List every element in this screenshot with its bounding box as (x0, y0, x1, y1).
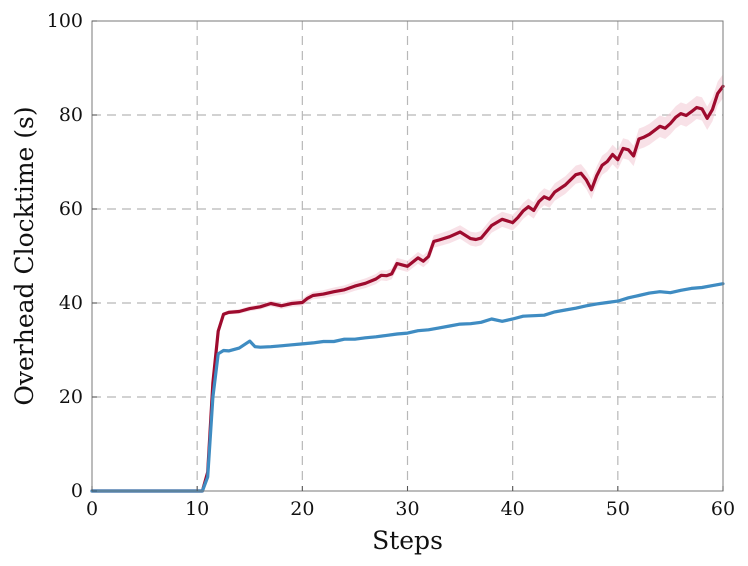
series-lines (90, 84, 725, 493)
x-tick-label: 40 (501, 498, 525, 520)
plot-background (92, 21, 723, 491)
y-axis-title: Overhead Clocktime (s) (10, 106, 39, 405)
confidence-bands (92, 74, 723, 492)
y-tick-label: 80 (59, 104, 83, 126)
x-tick-label: 10 (185, 498, 209, 520)
series-line (90, 84, 725, 493)
y-tick-label: 0 (71, 480, 83, 502)
y-tick-label: 40 (59, 292, 83, 314)
y-tick-label: 100 (47, 10, 83, 32)
y-tick-label: 60 (59, 198, 83, 220)
x-tick-label: 60 (711, 498, 735, 520)
x-axis-ticks: 0 10 20 30 40 50 60 (86, 486, 735, 520)
x-tick-label: 50 (606, 498, 630, 520)
series-line (90, 282, 725, 493)
x-tick-label: 30 (395, 498, 419, 520)
y-tick-label: 20 (59, 386, 83, 408)
series-band (92, 74, 723, 492)
grid-lines (92, 21, 723, 491)
x-tick-label: 0 (86, 498, 98, 520)
x-tick-label: 20 (290, 498, 314, 520)
y-axis-ticks: 0 20 40 60 80 100 (47, 10, 97, 502)
x-axis-title: Steps (372, 526, 443, 555)
